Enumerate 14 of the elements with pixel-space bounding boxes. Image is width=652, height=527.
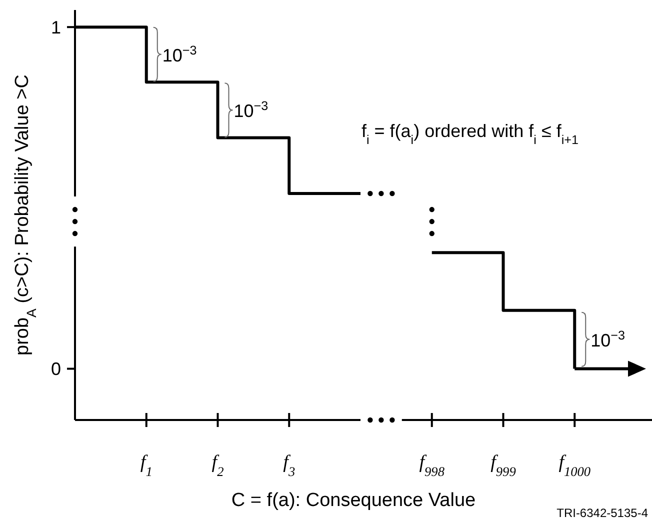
x-tick-label: f$_{999}$: [490, 452, 516, 478]
annotation: 10$^{−3}$: [590, 328, 626, 350]
x-tick-label: f$_{998}$: [419, 452, 445, 478]
x-tick-label: f$_{1000}$: [558, 452, 591, 478]
x-axis-title: C = f(a): Consequence Value: [231, 490, 476, 511]
x-tick-label: f$_{1}$: [140, 452, 152, 478]
annotation: f$_{i}$ = f(a$_{i}$) ordered with f$_{i}$ ≤ f$_{i+1}$: [361, 121, 579, 147]
annotation: 10$^{−3}$: [162, 43, 197, 66]
text: TRI-6342-5135-4: [556, 506, 648, 520]
y-tick-label: 1: [50, 17, 61, 38]
x-tick-label: f$_{3}$: [283, 452, 296, 478]
y-tick-label: 0: [50, 359, 61, 380]
x-tick-label: f$_{2}$: [212, 452, 224, 478]
annotation: 10$^{−3}$: [234, 99, 268, 122]
